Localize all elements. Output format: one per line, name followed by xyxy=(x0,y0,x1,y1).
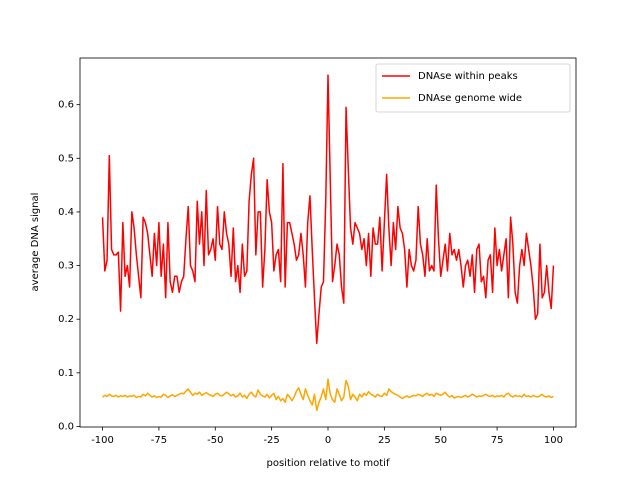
x-tick-label: 100 xyxy=(544,435,563,446)
y-axis-label: average DNA signal xyxy=(30,193,41,292)
y-tick-label: 0.3 xyxy=(58,261,74,272)
y-tick-label: 0.5 xyxy=(58,153,74,164)
x-tick-label: -75 xyxy=(151,435,167,446)
data-line xyxy=(102,378,554,412)
y-tick-label: 0.0 xyxy=(58,421,74,432)
x-tick-label: 50 xyxy=(434,435,447,446)
y-tick-label: 0.1 xyxy=(58,368,74,379)
x-axis-label: position relative to motif xyxy=(267,458,390,469)
x-tick-label: 0 xyxy=(325,435,331,446)
x-tick-label: 75 xyxy=(491,435,504,446)
legend-label: DNAse genome wide xyxy=(418,93,522,104)
legend-box xyxy=(375,63,571,113)
x-tick-label: -50 xyxy=(207,435,223,446)
x-tick-label: -100 xyxy=(91,435,114,446)
x-tick-label: 25 xyxy=(378,435,391,446)
y-tick-label: 0.6 xyxy=(58,100,74,111)
y-tick-label: 0.4 xyxy=(58,207,74,218)
x-tick-label: -25 xyxy=(263,435,279,446)
legend-label: DNAse within peaks xyxy=(418,71,518,82)
y-tick-label: 0.2 xyxy=(58,314,74,325)
plot-frame xyxy=(79,57,577,428)
data-line xyxy=(101,74,555,345)
